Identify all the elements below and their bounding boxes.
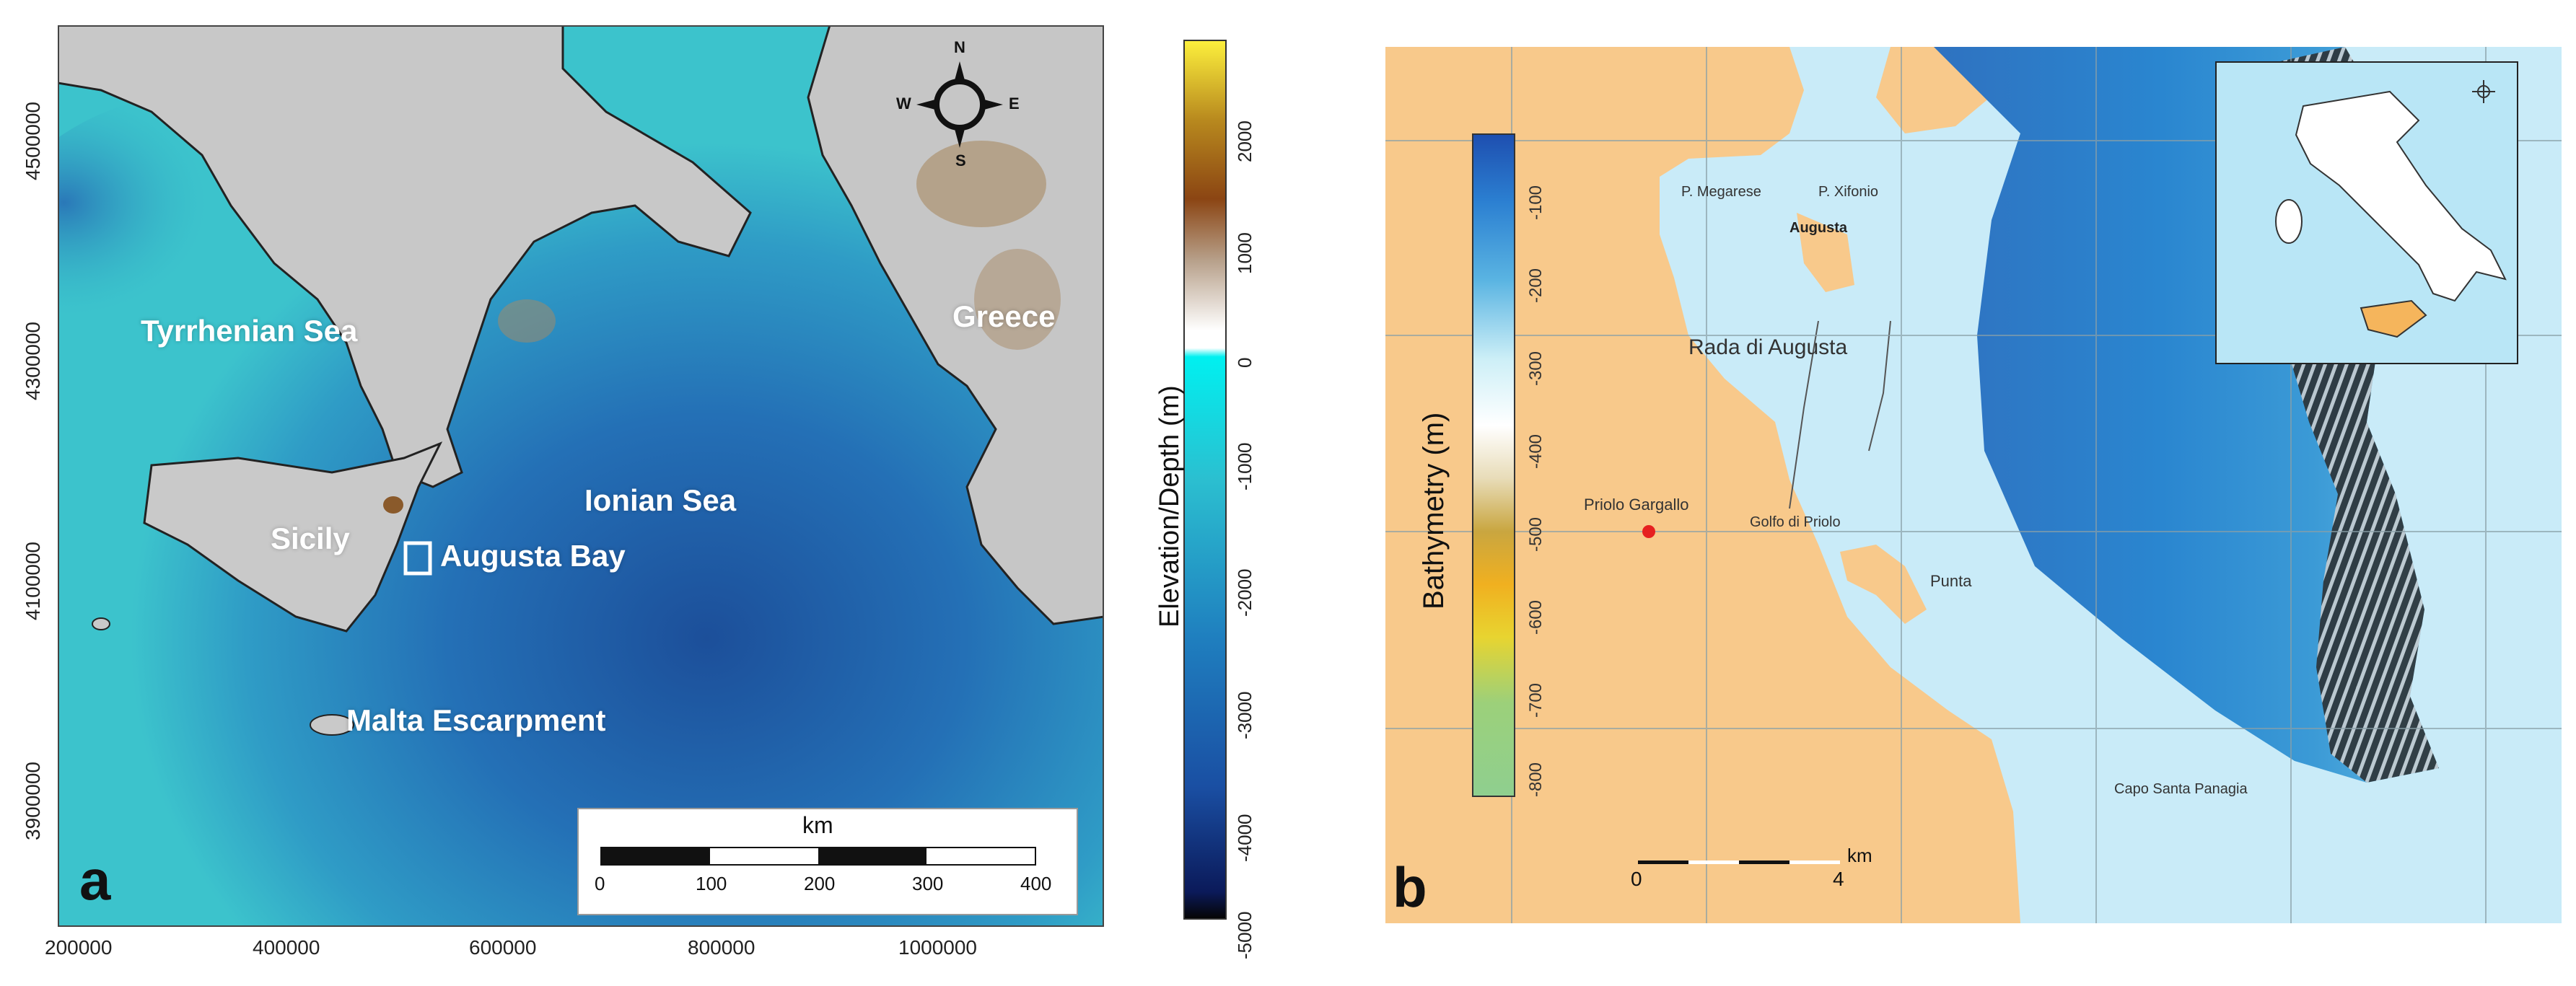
x-tick: 1000000 xyxy=(898,936,978,959)
cb-tick: -3000 xyxy=(1234,691,1256,740)
x-tick: 800000 xyxy=(688,936,755,959)
compass-rose-icon xyxy=(916,61,1003,148)
panel-a: N S E W Tyrrhenian Sea Ionian Sea Greece… xyxy=(58,25,1104,927)
inset-italy-shape xyxy=(2295,90,2507,302)
cb-b-tick: -500 xyxy=(1526,516,1546,552)
colorbar-b xyxy=(1472,133,1515,797)
label-sicily: Sicily xyxy=(271,521,350,555)
scale-bar-a: km 0 100 200 300 400 xyxy=(577,808,1078,915)
cb-b-tick: -300 xyxy=(1526,351,1546,386)
land-priolo-point xyxy=(1840,545,1927,624)
label-greece: Greece xyxy=(952,299,1056,333)
scale-tick: 200 xyxy=(804,873,836,894)
compass-n: N xyxy=(954,38,965,56)
y-tick: 4300000 xyxy=(22,321,44,400)
label-augusta-bay: Augusta Bay xyxy=(440,539,626,573)
augusta-bay-box xyxy=(403,541,432,576)
label-ionian-sea: Ionian Sea xyxy=(584,483,737,517)
label-capo-santa-panagia: Capo Santa Panagia xyxy=(2114,781,2248,797)
priolo-marker xyxy=(1642,525,1655,538)
label-rada-di-augusta: Rada di Augusta xyxy=(1688,335,1848,359)
scale-tick: 0 xyxy=(595,873,605,894)
land-augusta-island xyxy=(1797,213,1854,292)
cb-tick: 0 xyxy=(1234,357,1256,368)
y-tick: 3900000 xyxy=(22,761,44,840)
y-tick: 4500000 xyxy=(22,101,44,180)
y-tick: 4100000 xyxy=(22,541,44,620)
x-tick: 400000 xyxy=(253,936,320,959)
inset-compass-icon xyxy=(2472,80,2495,103)
cb-b-tick: -800 xyxy=(1526,762,1546,797)
scale-title: km xyxy=(802,812,833,838)
scale-bar-b: 0 4 km xyxy=(1631,845,1898,898)
scale-b-unit: km xyxy=(1847,845,1872,866)
panel-letter-a: a xyxy=(79,848,111,912)
inset-italy xyxy=(2215,61,2518,364)
x-tick: 600000 xyxy=(469,936,537,959)
compass-w: W xyxy=(896,94,911,113)
label-tyrrhenian-sea: Tyrrhenian Sea xyxy=(141,314,358,348)
cb-tick: -1000 xyxy=(1234,442,1256,491)
scale-tick: 100 xyxy=(696,873,727,894)
cb-b-tick: -700 xyxy=(1526,682,1546,718)
label-malta-escarpment: Malta Escarpment xyxy=(346,703,606,737)
cb-b-tick: -200 xyxy=(1526,268,1546,303)
colorbar-b-title: Bathymetry (m) xyxy=(1418,412,1450,609)
scale-tick: 400 xyxy=(1020,873,1052,894)
cb-tick: 2000 xyxy=(1234,120,1256,162)
compass-e: E xyxy=(1009,94,1020,113)
colorbar-a-title: Elevation/Depth (m) xyxy=(1155,385,1185,628)
cb-tick: 1000 xyxy=(1234,232,1256,274)
panel-b: Bathymetry (m) -100 -200 -300 -400 -500 … xyxy=(1385,47,2562,923)
cb-tick: -4000 xyxy=(1234,814,1256,863)
land-sicily-coast xyxy=(1385,47,2020,923)
scale-b-zero: 0 xyxy=(1631,868,1642,890)
sicily-land xyxy=(143,441,443,633)
italy-land xyxy=(58,25,752,488)
compass-s: S xyxy=(955,151,966,170)
inset-sicily-shape xyxy=(2360,299,2427,338)
panel-a-map xyxy=(58,25,1104,927)
cb-b-tick: -100 xyxy=(1526,185,1546,220)
cb-tick: -5000 xyxy=(1234,911,1256,960)
label-p-xifonio: P. Xifonio xyxy=(1818,184,1879,200)
x-tick: 200000 xyxy=(45,936,113,959)
cb-b-tick: -400 xyxy=(1526,433,1546,469)
label-p-megarese: P. Megarese xyxy=(1681,184,1761,200)
cb-tick: -2000 xyxy=(1234,568,1256,617)
label-augusta: Augusta xyxy=(1789,220,1847,236)
cb-b-tick: -600 xyxy=(1526,599,1546,635)
colorbar-a xyxy=(1183,40,1227,920)
label-priolo-gargallo: Priolo Gargallo xyxy=(1584,496,1689,514)
label-punta: Punta xyxy=(1930,572,1972,590)
label-golfo-di-priolo: Golfo di Priolo xyxy=(1750,514,1841,530)
scale-b-four: 4 xyxy=(1833,868,1844,890)
scale-tick: 300 xyxy=(912,873,944,894)
panel-letter-b: b xyxy=(1393,855,1427,919)
